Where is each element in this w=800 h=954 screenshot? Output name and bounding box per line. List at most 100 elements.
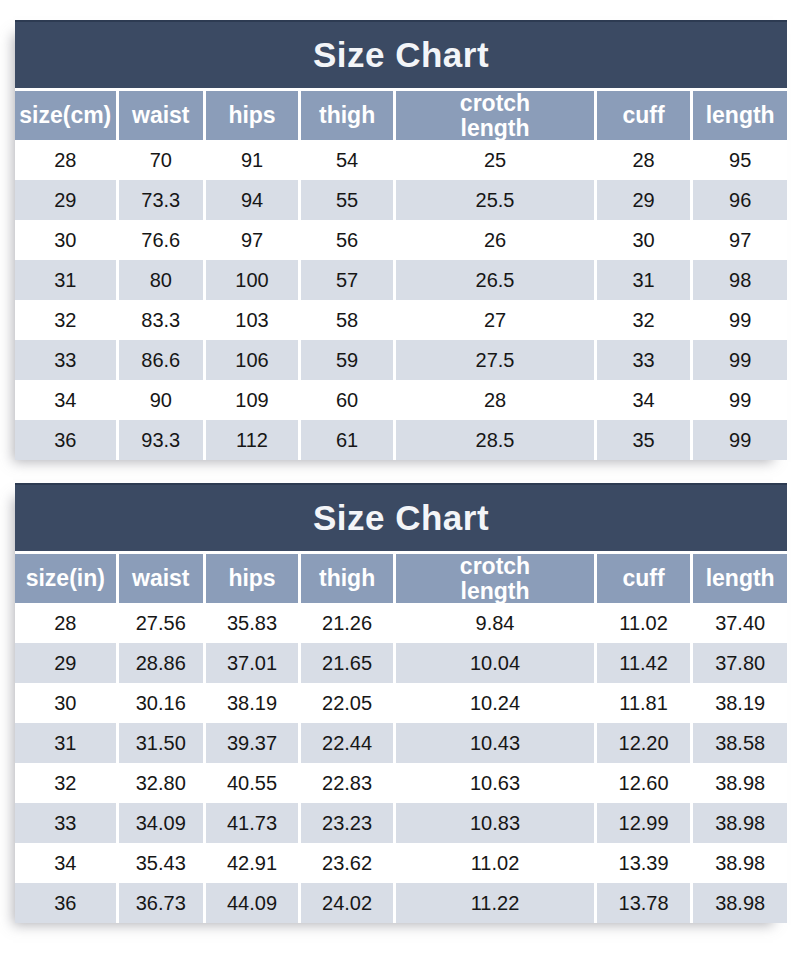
table-cell: 31 xyxy=(15,723,117,763)
table-cell: 28.86 xyxy=(117,643,204,683)
table-cell: 83.3 xyxy=(117,300,204,340)
table-cell: 100 xyxy=(204,260,299,300)
table-cell: 30 xyxy=(595,220,691,260)
column-header: hips xyxy=(204,91,299,140)
table-cell: 109 xyxy=(204,380,299,420)
table-cell: 37.01 xyxy=(204,643,299,683)
table-cell: 98 xyxy=(692,260,787,300)
table-cell: 28 xyxy=(15,603,117,643)
table-cell: 99 xyxy=(692,380,787,420)
table-cell: 32 xyxy=(595,300,691,340)
size-chart-in-panel: Size Chart size(in)waisthipsthighcrotch … xyxy=(15,483,787,923)
table-cell: 97 xyxy=(692,220,787,260)
table-cell: 60 xyxy=(300,380,395,420)
column-header: waist xyxy=(117,554,204,603)
table-cell: 95 xyxy=(692,140,787,180)
table-cell: 35.43 xyxy=(117,843,204,883)
table-cell: 99 xyxy=(692,340,787,380)
table-cell: 30 xyxy=(15,220,117,260)
table-cell: 99 xyxy=(692,420,787,460)
table-cell: 44.09 xyxy=(204,883,299,923)
table-cell: 34 xyxy=(15,843,117,883)
table-cell: 61 xyxy=(300,420,395,460)
size-chart-cm-panel: Size Chart size(cm)waisthipsthighcrotch … xyxy=(15,20,787,460)
table-row: 3076.69756263097 xyxy=(15,220,787,260)
table-cell: 22.44 xyxy=(300,723,395,763)
table-row: 3386.61065927.53399 xyxy=(15,340,787,380)
table-cell: 38.58 xyxy=(692,723,787,763)
table-cell: 35.83 xyxy=(204,603,299,643)
table-cell: 27.56 xyxy=(117,603,204,643)
table-cell: 80 xyxy=(117,260,204,300)
table-cell: 91 xyxy=(204,140,299,180)
table-cell: 9.84 xyxy=(395,603,596,643)
table-row: 3030.1638.1922.0510.2411.8138.19 xyxy=(15,683,787,723)
table-cell: 57 xyxy=(300,260,395,300)
table-cell: 38.98 xyxy=(692,803,787,843)
table-cell: 39.37 xyxy=(204,723,299,763)
table-cell: 93.3 xyxy=(117,420,204,460)
table-cell: 34 xyxy=(595,380,691,420)
table-header: size(in)waisthipsthighcrotch lengthcuffl… xyxy=(15,554,787,603)
table-cell: 33 xyxy=(595,340,691,380)
table-cell: 99 xyxy=(692,300,787,340)
table-cell: 32 xyxy=(15,763,117,803)
table-cell: 21.26 xyxy=(300,603,395,643)
table-cell: 86.6 xyxy=(117,340,204,380)
column-header: size(in) xyxy=(15,554,117,603)
table-cell: 12.60 xyxy=(595,763,691,803)
table-cell: 37.80 xyxy=(692,643,787,683)
table-cell: 90 xyxy=(117,380,204,420)
table-cell: 73.3 xyxy=(117,180,204,220)
table-cell: 35 xyxy=(595,420,691,460)
column-header: thigh xyxy=(300,554,395,603)
table-cell: 31 xyxy=(15,260,117,300)
table-cell: 38.98 xyxy=(692,843,787,883)
table-cell: 27.5 xyxy=(395,340,596,380)
table-row: 3131.5039.3722.4410.4312.2038.58 xyxy=(15,723,787,763)
table-cell: 55 xyxy=(300,180,395,220)
table-cell: 76.6 xyxy=(117,220,204,260)
table-cell: 27 xyxy=(395,300,596,340)
table-cell: 54 xyxy=(300,140,395,180)
table-cell: 10.04 xyxy=(395,643,596,683)
table-cell: 26 xyxy=(395,220,596,260)
table-cell: 33 xyxy=(15,803,117,843)
table-cell: 103 xyxy=(204,300,299,340)
size-chart-in-title: Size Chart xyxy=(15,483,787,551)
table-cell: 29 xyxy=(15,643,117,683)
table-cell: 22.05 xyxy=(300,683,395,723)
table-cell: 34.09 xyxy=(117,803,204,843)
table-cell: 37.40 xyxy=(692,603,787,643)
table-cell: 12.20 xyxy=(595,723,691,763)
table-cell: 38.98 xyxy=(692,883,787,923)
table-cell: 11.02 xyxy=(395,843,596,883)
size-chart-in-table: size(in)waisthipsthighcrotch lengthcuffl… xyxy=(15,554,787,923)
table-cell: 40.55 xyxy=(204,763,299,803)
column-header: waist xyxy=(117,91,204,140)
table-cell: 32 xyxy=(15,300,117,340)
column-header: thigh xyxy=(300,91,395,140)
column-header: crotch length xyxy=(395,554,596,603)
column-header: crotch length xyxy=(395,91,596,140)
table-cell: 10.43 xyxy=(395,723,596,763)
table-cell: 23.62 xyxy=(300,843,395,883)
table-cell: 11.22 xyxy=(395,883,596,923)
table-cell: 36 xyxy=(15,420,117,460)
table-cell: 58 xyxy=(300,300,395,340)
table-cell: 106 xyxy=(204,340,299,380)
table-cell: 96 xyxy=(692,180,787,220)
table-cell: 38.19 xyxy=(692,683,787,723)
table-row: 28709154252895 xyxy=(15,140,787,180)
header-row: size(cm)waisthipsthighcrotch lengthcuffl… xyxy=(15,91,787,140)
table-row: 2973.3945525.52996 xyxy=(15,180,787,220)
table-body: 287091542528952973.3945525.529963076.697… xyxy=(15,140,787,460)
table-row: 3334.0941.7323.2310.8312.9938.98 xyxy=(15,803,787,843)
page: Size Chart size(cm)waisthipsthighcrotch … xyxy=(0,0,800,954)
table-row: 3636.7344.0924.0211.2213.7838.98 xyxy=(15,883,787,923)
table-cell: 11.02 xyxy=(595,603,691,643)
column-header: size(cm) xyxy=(15,91,117,140)
table-cell: 29 xyxy=(15,180,117,220)
table-cell: 11.81 xyxy=(595,683,691,723)
table-cell: 10.24 xyxy=(395,683,596,723)
